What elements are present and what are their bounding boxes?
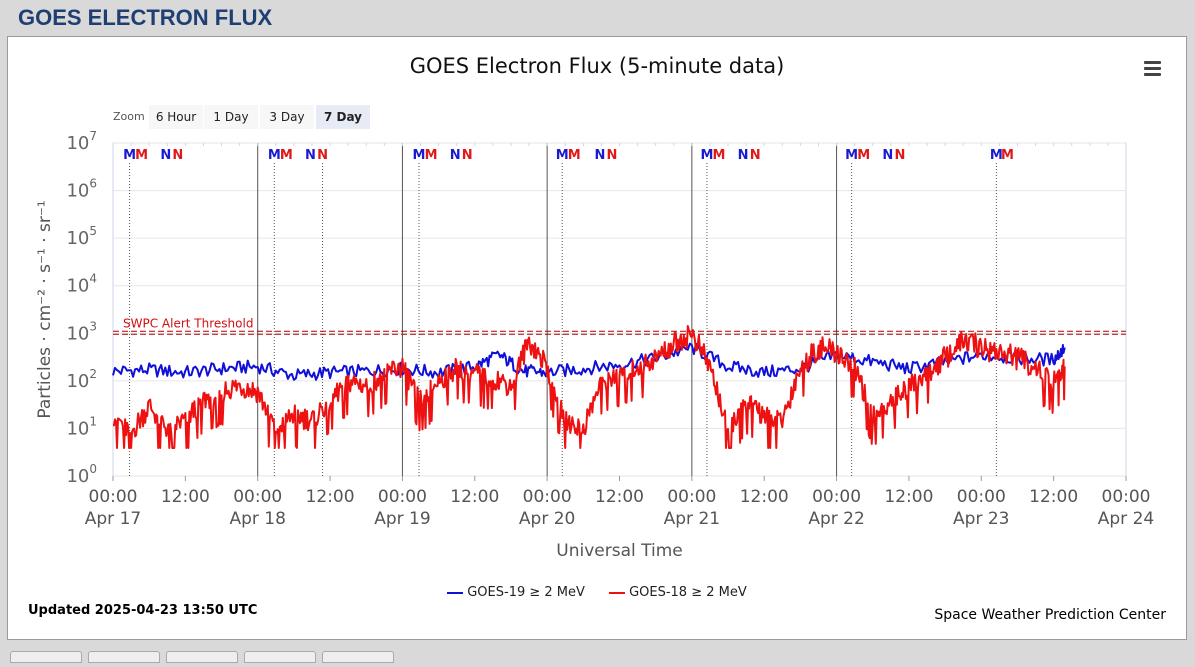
zoom-button-7-day[interactable]: 7 Day [316,105,370,129]
zoom-label: Zoom [113,110,145,123]
x-tick-time: 00:00 [1102,487,1151,507]
y-tick-label: 100 [66,462,97,487]
marker-m-red: M [713,148,726,163]
x-tick-date: Apr 19 [374,509,430,529]
marker-m-red: M [425,148,438,163]
x-tick-time: 12:00 [161,487,210,507]
marker-n-red: N [462,148,473,163]
x-tick-time: 00:00 [233,487,282,507]
chart-menu-icon[interactable] [1144,61,1168,83]
x-tick-time: 12:00 [306,487,355,507]
marker-n-red: N [894,148,905,163]
y-tick-label: 106 [66,177,97,202]
series-line-goes18 [112,325,1066,449]
x-tick-date: Apr 21 [664,509,720,529]
x-tick-date: Apr 23 [953,509,1009,529]
x-tick-date: Apr 20 [519,509,575,529]
y-tick-label: 103 [66,319,97,344]
marker-m-red: M [280,148,293,163]
plot-border [112,142,1127,477]
marker-m-blue: M [268,148,281,163]
chart-legend: GOES-19 ≥ 2 MeV GOES-18 ≥ 2 MeV [8,585,1186,600]
chart-panel: GOES Electron Flux (5-minute data) Zoom … [7,36,1187,640]
marker-n-red: N [172,148,183,163]
x-tick-time: 12:00 [450,487,499,507]
y-tick-label: 104 [66,272,97,297]
marker-m-blue: M [556,148,569,163]
marker-n-blue: N [450,148,461,163]
y-axis-title: Particles · cm⁻² · s⁻¹ · sr⁻¹ [35,200,55,418]
x-tick-time: 12:00 [740,487,789,507]
x-tick-time: 00:00 [957,487,1006,507]
y-tick-label: 102 [66,367,97,392]
threshold-label: SWPC Alert Threshold [123,316,253,330]
series-line-goes19 [112,342,1066,381]
marker-n-blue: N [160,148,171,163]
x-tick-time: 12:00 [884,487,933,507]
zoom-button-3-day[interactable]: 3 Day [260,105,314,129]
legend-goes18[interactable]: GOES-18 ≥ 2 MeV [609,585,747,600]
marker-n-red: N [750,148,761,163]
marker-m-blue: M [413,148,426,163]
marker-m-red: M [857,148,870,163]
y-tick-label: 107 [66,129,97,154]
x-tick-date: Apr 17 [85,509,141,529]
y-tick-label: 105 [66,224,97,249]
zoom-button-6-hour[interactable]: 6 Hour [149,105,203,129]
marker-m-red: M [568,148,581,163]
x-tick-time: 00:00 [667,487,716,507]
x-tick-date: Apr 18 [229,509,285,529]
x-tick-time: 00:00 [378,487,427,507]
marker-n-red: N [607,148,618,163]
legend-goes18-label: GOES-18 ≥ 2 MeV [629,585,747,600]
legend-goes19-label: GOES-19 ≥ 2 MeV [467,585,585,600]
marker-n-blue: N [594,148,605,163]
marker-m-blue: M [123,148,136,163]
marker-m-blue: M [845,148,858,163]
credit-text: Space Weather Prediction Center [934,607,1166,623]
bottom-tabs [10,648,400,663]
x-tick-time: 12:00 [1029,487,1078,507]
marker-n-blue: N [882,148,893,163]
legend-goes19[interactable]: GOES-19 ≥ 2 MeV [447,585,585,600]
x-axis-title: Universal Time [556,541,682,561]
x-tick-time: 00:00 [89,487,138,507]
y-tick-label: 101 [66,414,97,439]
marker-m-blue: M [990,148,1003,163]
marker-n-red: N [317,148,328,163]
x-tick-time: 00:00 [812,487,861,507]
marker-m-red: M [135,148,148,163]
x-tick-time: 12:00 [595,487,644,507]
x-tick-date: Apr 24 [1098,509,1154,529]
marker-n-blue: N [305,148,316,163]
zoom-button-1-day[interactable]: 1 Day [204,105,258,129]
marker-n-blue: N [738,148,749,163]
chart-title: GOES Electron Flux (5-minute data) [409,54,785,78]
marker-m-blue: M [700,148,713,163]
x-tick-date: Apr 22 [808,509,864,529]
x-tick-time: 00:00 [523,487,572,507]
updated-timestamp: Updated 2025-04-23 13:50 UTC [28,603,258,618]
page-title: GOES ELECTRON FLUX [18,5,273,30]
marker-m-red: M [1001,148,1014,163]
